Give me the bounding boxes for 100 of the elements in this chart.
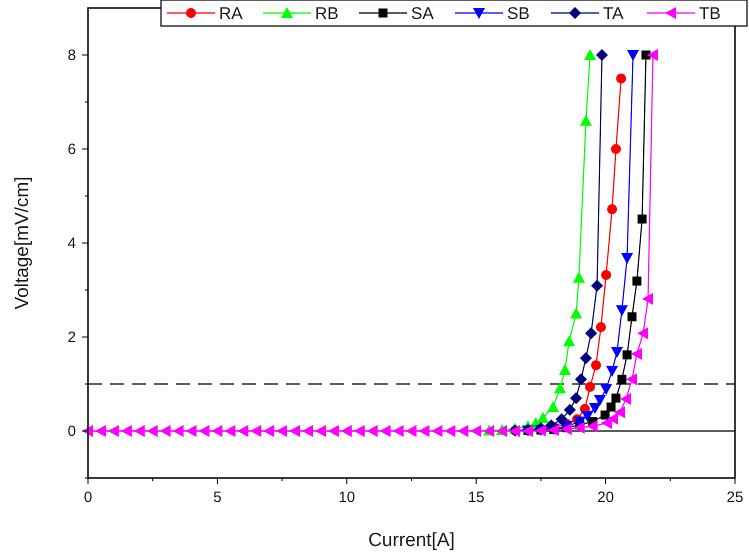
- point: [570, 392, 582, 404]
- x-axis-title: Current[A]: [368, 530, 455, 551]
- point: [591, 360, 602, 370]
- point: [580, 114, 592, 126]
- point: [572, 272, 585, 283]
- point: [564, 404, 576, 416]
- x-tick-label: 10: [338, 489, 356, 506]
- x-tick-label: 0: [84, 489, 92, 506]
- point: [186, 425, 197, 437]
- point: [642, 292, 654, 305]
- point: [94, 425, 106, 437]
- legend-label: TB: [699, 4, 721, 23]
- point: [575, 373, 588, 386]
- point: [406, 425, 416, 437]
- point: [211, 425, 222, 437]
- point: [547, 401, 560, 412]
- point: [621, 253, 634, 264]
- point: [108, 425, 119, 437]
- point: [588, 402, 601, 414]
- x-tick-label: 5: [213, 489, 222, 506]
- point: [641, 50, 650, 60]
- point: [606, 402, 616, 412]
- point: [570, 308, 582, 318]
- point: [224, 425, 236, 437]
- point: [637, 327, 648, 340]
- point: [556, 413, 568, 426]
- point: [172, 425, 184, 437]
- point: [617, 374, 626, 384]
- point: [263, 425, 274, 437]
- y-tick-label: 6: [68, 141, 76, 158]
- point: [314, 425, 326, 437]
- point: [600, 410, 610, 420]
- point: [585, 327, 598, 340]
- point: [607, 204, 618, 214]
- point: [160, 425, 171, 437]
- legend-label: RA: [219, 4, 244, 23]
- y-tick-label: 4: [68, 235, 76, 252]
- legend-label: SB: [507, 4, 530, 23]
- point: [134, 425, 145, 437]
- point: [563, 335, 576, 346]
- point: [630, 348, 642, 360]
- point: [574, 422, 585, 434]
- point: [632, 276, 642, 286]
- point: [418, 425, 430, 437]
- point: [616, 305, 628, 316]
- point: [622, 350, 632, 360]
- point: [289, 425, 300, 437]
- point: [628, 312, 636, 322]
- point: [600, 384, 612, 396]
- point: [614, 406, 626, 418]
- point: [627, 50, 640, 61]
- point: [470, 425, 482, 437]
- point: [620, 393, 632, 406]
- point: [120, 425, 132, 437]
- y-tick-label: 2: [68, 329, 76, 346]
- point: [354, 425, 365, 437]
- point: [558, 364, 571, 375]
- point: [610, 347, 623, 358]
- point: [646, 49, 658, 61]
- point: [380, 425, 391, 437]
- point: [302, 425, 313, 437]
- y-tick-label: 8: [68, 47, 76, 64]
- point: [328, 425, 339, 437]
- point: [585, 382, 596, 392]
- point: [198, 425, 210, 437]
- x-tick-label: 15: [468, 489, 485, 506]
- point: [276, 425, 288, 437]
- point: [606, 366, 618, 377]
- point: [591, 280, 604, 292]
- point: [366, 425, 378, 437]
- point: [536, 412, 549, 423]
- point: [581, 410, 594, 422]
- point: [638, 214, 647, 224]
- point: [596, 49, 608, 61]
- point: [444, 425, 456, 437]
- x-tick-label: 25: [726, 489, 744, 506]
- point: [457, 425, 468, 437]
- point: [584, 49, 596, 60]
- legend-label: TA: [603, 4, 624, 23]
- point: [392, 425, 404, 437]
- point: [431, 425, 442, 437]
- point: [237, 425, 248, 437]
- point: [340, 425, 352, 437]
- y-axis-title: Voltage[mV/cm]: [12, 176, 33, 310]
- point: [626, 373, 637, 386]
- point: [596, 322, 606, 332]
- point: [611, 394, 620, 403]
- point: [580, 352, 592, 364]
- point: [560, 423, 572, 436]
- point: [601, 270, 612, 280]
- x-tick-label: 20: [597, 489, 614, 506]
- legend-label: RB: [315, 4, 339, 23]
- point: [610, 144, 621, 154]
- legend-label: SA: [411, 4, 434, 23]
- point: [250, 425, 262, 437]
- point: [554, 382, 566, 394]
- point: [586, 420, 598, 432]
- point: [594, 394, 606, 406]
- point: [146, 425, 158, 437]
- point: [607, 412, 618, 425]
